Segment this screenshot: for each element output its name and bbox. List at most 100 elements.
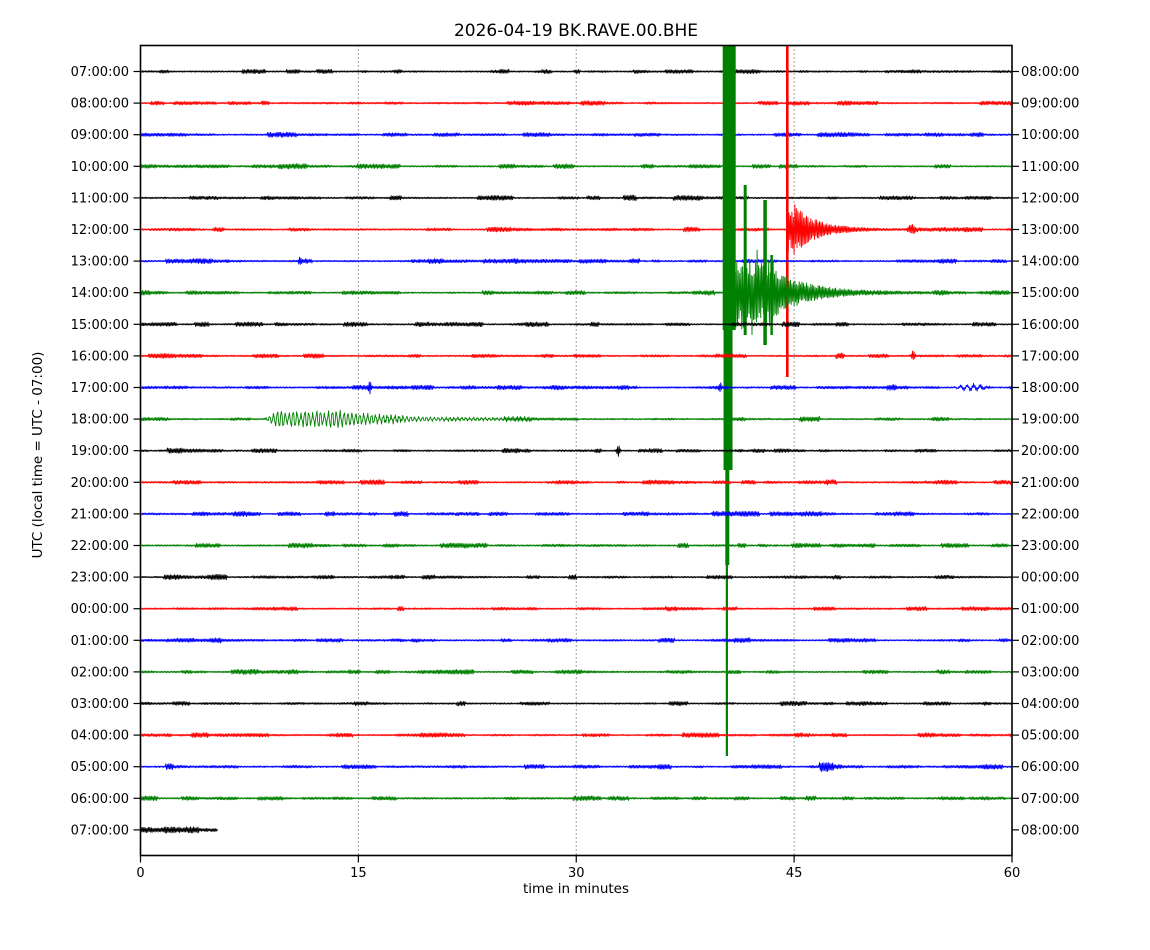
utc-time-label: 13:00:00 [71, 255, 129, 270]
trace-waveform [140, 381, 1012, 395]
trace-row-11:00:00 [140, 194, 1012, 202]
local-time-label: 12:00:00 [1021, 191, 1079, 206]
trace-row-10:00:00 [140, 163, 1012, 170]
plot-frame [139, 44, 1013, 857]
trace-row-04:00:00 [140, 732, 1012, 739]
local-time-label: 15:00:00 [1021, 286, 1079, 301]
trace-row-12:00:00 [140, 45, 1012, 377]
minute-tick-label: 15 [350, 866, 367, 881]
utc-time-label: 07:00:00 [71, 823, 129, 838]
utc-time-label: 06:00:00 [71, 792, 129, 807]
trace-row-07:00:00 [140, 826, 218, 834]
utc-time-label: 03:00:00 [71, 697, 129, 712]
trace-row-00:00:00 [140, 605, 1012, 612]
trace-waveform [140, 542, 1012, 549]
trace-row-13:00:00 [140, 256, 1012, 265]
minute-tick-label: 0 [136, 866, 144, 881]
trace-row-17:00:00 [140, 381, 1012, 395]
local-time-label: 16:00:00 [1021, 318, 1079, 333]
local-time-label: 07:00:00 [1021, 792, 1079, 807]
minute-tick-label: 60 [1004, 866, 1021, 881]
utc-time-label: 01:00:00 [71, 634, 129, 649]
trace-waveform [140, 100, 1012, 106]
trace-row-01:00:00 [140, 637, 1012, 644]
utc-time-label: 23:00:00 [71, 571, 129, 586]
utc-time-label: 21:00:00 [71, 507, 129, 522]
trace-row-19:00:00 [140, 445, 1012, 457]
figure-title: 2026-04-19 BK.RAVE.00.BHE [454, 21, 698, 41]
utc-time-label: 12:00:00 [71, 223, 129, 238]
utc-time-label: 11:00:00 [71, 191, 129, 206]
trace-row-14:00:00 [140, 45, 1012, 756]
trace-row-09:00:00 [140, 131, 1012, 138]
minute-tick-label: 30 [568, 866, 585, 881]
local-time-label: 22:00:00 [1021, 507, 1079, 522]
utc-time-label: 15:00:00 [71, 318, 129, 333]
trace-waveform [140, 68, 1012, 75]
trace-waveform [140, 668, 1012, 675]
local-time-label: 13:00:00 [1021, 223, 1079, 238]
trace-waveform [140, 732, 1012, 739]
trace-row-15:00:00 [140, 321, 1012, 328]
utc-time-label: 09:00:00 [71, 128, 129, 143]
local-time-label: 04:00:00 [1021, 697, 1079, 712]
utc-time-label: 07:00:00 [71, 65, 129, 80]
axis-tick-labels: 0 15 30 45 60 07:00:00 08:00:00 08:00:00 09:00:0… [71, 65, 1080, 881]
trace-waveform [140, 163, 1012, 170]
trace-waveform [140, 321, 1012, 328]
trace-waveform [140, 700, 1012, 707]
trace-row-22:00:00 [140, 542, 1012, 549]
utc-time-label: 14:00:00 [71, 286, 129, 301]
utc-time-label: 10:00:00 [71, 160, 129, 175]
local-time-label: 03:00:00 [1021, 665, 1079, 680]
local-time-label: 23:00:00 [1021, 539, 1079, 554]
y-axis-label: UTC (local time = UTC - 07:00) [30, 352, 46, 559]
trace-waveform [140, 256, 1012, 265]
utc-time-label: 05:00:00 [71, 760, 129, 775]
local-time-label: 14:00:00 [1021, 255, 1079, 270]
trace-row-02:00:00 [140, 668, 1012, 675]
trace-row-07:00:00 [140, 68, 1012, 75]
trace-waveform [140, 479, 1012, 486]
trace-rows [140, 45, 1012, 834]
local-time-label: 08:00:00 [1021, 823, 1079, 838]
local-time-label: 21:00:00 [1021, 476, 1079, 491]
trace-waveform [140, 445, 1012, 457]
local-time-label: 11:00:00 [1021, 160, 1079, 175]
local-time-label: 18:00:00 [1021, 381, 1079, 396]
utc-time-label: 18:00:00 [71, 413, 129, 428]
trace-waveform [140, 350, 1012, 361]
trace-waveform [140, 605, 1012, 612]
local-time-label: 01:00:00 [1021, 602, 1079, 617]
trace-row-20:00:00 [140, 479, 1012, 486]
utc-time-label: 08:00:00 [71, 97, 129, 112]
trace-row-03:00:00 [140, 700, 1012, 707]
trace-waveform [140, 194, 1012, 202]
utc-time-label: 19:00:00 [71, 444, 129, 459]
trace-row-06:00:00 [140, 795, 1012, 802]
axis-ticks [133, 70, 1019, 863]
trace-waveform [140, 795, 1012, 802]
local-time-label: 08:00:00 [1021, 65, 1079, 80]
trace-waveform [140, 637, 1012, 644]
local-time-label: 02:00:00 [1021, 634, 1079, 649]
trace-row-18:00:00 [140, 409, 1012, 428]
trace-row-23:00:00 [140, 573, 1012, 581]
local-time-label: 06:00:00 [1021, 760, 1079, 775]
x-axis-label: time in minutes [523, 881, 629, 897]
trace-waveform [140, 762, 1012, 773]
utc-time-label: 02:00:00 [71, 665, 129, 680]
utc-time-label: 00:00:00 [71, 602, 129, 617]
utc-time-label: 22:00:00 [71, 539, 129, 554]
trace-row-05:00:00 [140, 762, 1012, 773]
local-time-label: 20:00:00 [1021, 444, 1079, 459]
trace-waveform [140, 131, 1012, 138]
local-time-label: 10:00:00 [1021, 128, 1079, 143]
local-time-label: 05:00:00 [1021, 729, 1079, 744]
trace-row-21:00:00 [140, 510, 1012, 518]
utc-time-label: 20:00:00 [71, 476, 129, 491]
trace-row-16:00:00 [140, 350, 1012, 361]
utc-time-label: 04:00:00 [71, 729, 129, 744]
